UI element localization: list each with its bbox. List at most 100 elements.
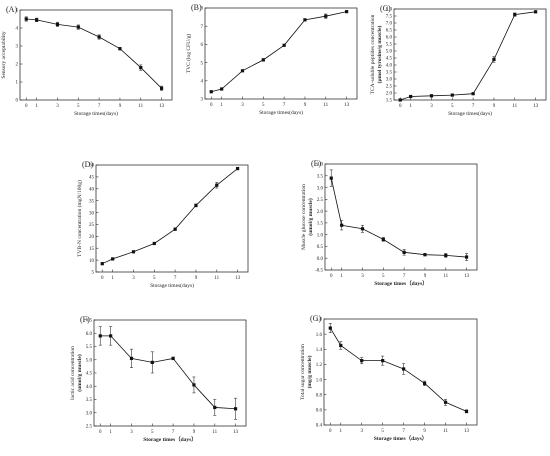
series-line bbox=[329, 327, 467, 412]
y-tick-label: -0.5 bbox=[315, 269, 323, 274]
y-axis-label: TVC (log CFU/g) bbox=[185, 34, 192, 74]
data-point bbox=[423, 381, 427, 385]
data-point bbox=[329, 176, 333, 180]
data-point bbox=[129, 356, 134, 361]
y-tick-label: 0.6 bbox=[316, 409, 323, 414]
panel-label: (E) bbox=[311, 159, 322, 168]
y-tick-label: 4.5 bbox=[386, 57, 393, 62]
x-axis-label: Storage times（days） bbox=[374, 279, 428, 287]
x-tick-label: 5 bbox=[262, 103, 265, 108]
x-tick-label: 7 bbox=[174, 276, 177, 281]
x-tick-label: 1 bbox=[109, 430, 112, 435]
x-tick-label: 13 bbox=[159, 104, 165, 109]
y-tick-label: 3 bbox=[201, 98, 204, 103]
y-tick-label: 3.5 bbox=[386, 71, 393, 76]
data-point bbox=[215, 183, 219, 187]
x-tick-label: 1 bbox=[340, 429, 343, 434]
panel-label: (B) bbox=[191, 3, 202, 12]
x-tick-label: 5 bbox=[77, 104, 80, 109]
x-tick-label: 7 bbox=[402, 429, 405, 434]
x-tick-label: 7 bbox=[472, 104, 475, 109]
data-point bbox=[450, 93, 454, 97]
x-tick-label: 7 bbox=[283, 103, 286, 108]
x-tick-label: 1 bbox=[220, 103, 223, 108]
y-tick-label: 30 bbox=[89, 211, 95, 216]
x-tick-label: 5 bbox=[151, 430, 154, 435]
data-point bbox=[150, 360, 154, 364]
y-tick-label: 5 bbox=[92, 271, 95, 276]
data-point bbox=[173, 227, 177, 231]
x-tick-label: 9 bbox=[119, 104, 122, 109]
data-point bbox=[98, 334, 102, 338]
data-point bbox=[513, 13, 517, 17]
x-tick-label: 9 bbox=[424, 274, 427, 279]
panel-c: (C) 1.5 2.0 2.5 3.0 3.5 4.0 4.5 5.0 5.5 6.0 6.5 7.0 7… bbox=[370, 4, 547, 117]
panel-e: (E)-0.50.00.51.01.52.02.53.03.54.00 1 3 5 7 9… bbox=[301, 159, 478, 287]
x-tick-label: 13 bbox=[233, 430, 239, 435]
x-tick-label: 1 bbox=[409, 104, 412, 109]
data-point bbox=[194, 203, 198, 208]
x-tick-label: 5 bbox=[381, 429, 384, 434]
data-point bbox=[464, 255, 469, 259]
y-tick-label: 20 bbox=[89, 235, 95, 240]
y-tick-label: 25 bbox=[89, 223, 95, 228]
data-point bbox=[76, 25, 80, 29]
data-point bbox=[111, 257, 115, 261]
y-axis-label: TVB-N concentration (mgN/100g) bbox=[76, 180, 83, 257]
data-point bbox=[360, 359, 364, 363]
x-tick-label: 13 bbox=[464, 274, 470, 279]
x-tick-label: 13 bbox=[533, 104, 539, 109]
x-tick-label: 11 bbox=[512, 104, 517, 109]
x-tick-label: 11 bbox=[214, 276, 219, 281]
plot-frame bbox=[324, 163, 478, 271]
data-point bbox=[109, 334, 113, 338]
y-tick-label: 7.0 bbox=[386, 22, 393, 27]
x-tick-label: 1 bbox=[111, 276, 114, 281]
panel-g: (G)0.40.60.81.01.21.41.61.80 1 3 5 7 9 11 13Sto… bbox=[300, 314, 478, 442]
y-axis-unit-label: (umol/g muscle) bbox=[76, 354, 83, 392]
x-tick-label: 13 bbox=[235, 276, 241, 281]
y-axis-label: Total sugar concentration bbox=[300, 344, 306, 400]
plot-frame bbox=[393, 8, 547, 101]
data-point bbox=[209, 90, 213, 94]
y-tick-label: 1.0 bbox=[316, 378, 323, 383]
y-tick-label: 6.5 bbox=[86, 319, 93, 324]
x-tick-label: 3 bbox=[430, 104, 433, 109]
x-tick-label: 3 bbox=[56, 104, 59, 109]
data-point bbox=[55, 22, 60, 26]
y-tick-label: 35 bbox=[89, 199, 95, 204]
y-tick-label: 6 bbox=[201, 43, 204, 48]
y-tick-label: 3 bbox=[16, 45, 19, 50]
series-line bbox=[26, 18, 162, 89]
y-tick-label: 10 bbox=[89, 259, 95, 264]
data-point bbox=[409, 94, 413, 99]
data-point bbox=[97, 35, 101, 39]
x-tick-label: 9 bbox=[423, 429, 426, 434]
data-point bbox=[171, 356, 175, 361]
y-tick-label: 8 bbox=[201, 7, 204, 12]
plot-frame bbox=[204, 7, 358, 100]
y-tick-label: 40 bbox=[89, 187, 95, 192]
series-line bbox=[330, 178, 467, 258]
y-tick-label: 2.5 bbox=[86, 425, 93, 430]
y-tick-label: 4.0 bbox=[386, 64, 393, 69]
data-point bbox=[139, 66, 143, 70]
y-tick-label: 4 bbox=[201, 80, 204, 85]
x-tick-label: 13 bbox=[464, 429, 470, 434]
y-tick-label: 50 bbox=[89, 164, 95, 169]
y-tick-label: 1 bbox=[16, 81, 19, 86]
x-tick-label: 5 bbox=[382, 274, 385, 279]
data-point bbox=[340, 223, 344, 227]
data-point bbox=[152, 241, 156, 246]
y-tick-label: 4.5 bbox=[86, 372, 93, 377]
x-tick-label: 5 bbox=[451, 104, 454, 109]
data-point bbox=[213, 405, 217, 410]
y-tick-label: 5.5 bbox=[86, 345, 93, 350]
y-tick-label: 1.5 bbox=[386, 99, 393, 104]
y-tick-label: 5 bbox=[16, 9, 19, 14]
y-tick-label: 2.0 bbox=[386, 92, 393, 97]
data-point bbox=[118, 47, 122, 51]
